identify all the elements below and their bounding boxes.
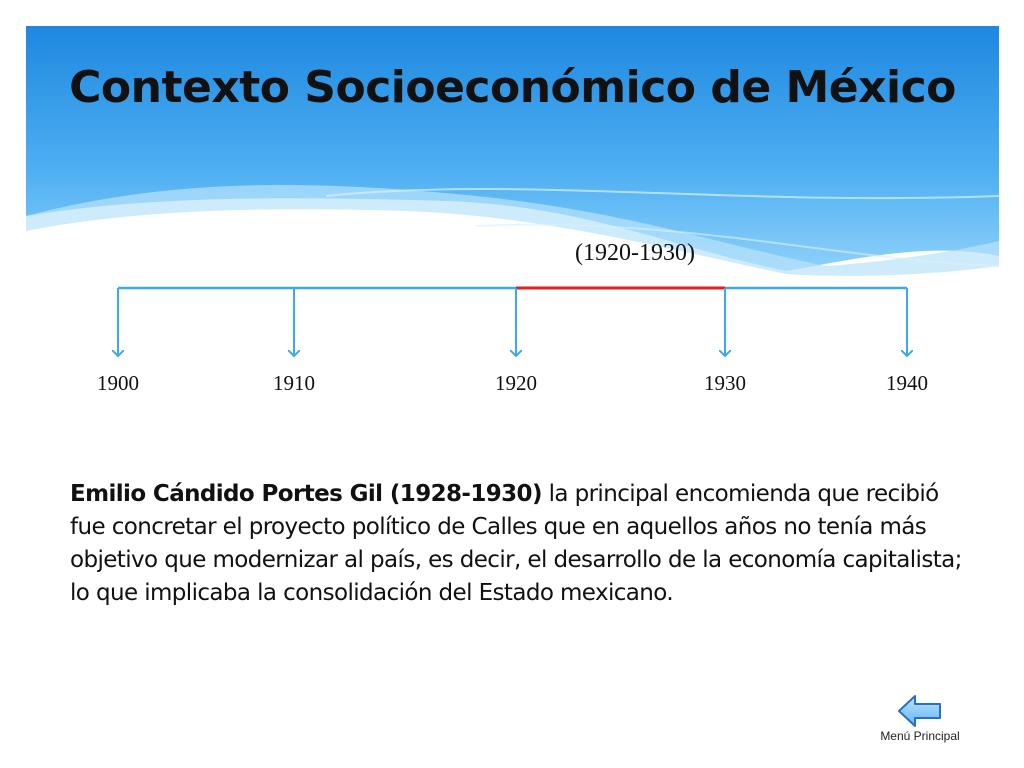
- left-arrow-icon: [898, 695, 941, 727]
- year-label-1940: 1940: [886, 371, 928, 395]
- back-button[interactable]: [897, 694, 943, 728]
- year-label-1920: 1920: [495, 371, 537, 395]
- slide-header: [26, 26, 999, 286]
- president-name: Emilio Cándido Portes Gil (1928-1930): [70, 481, 542, 507]
- slide-title: Contexto Socioeconómico de México: [69, 62, 956, 113]
- body-text: la principal encomienda que recibió fue …: [70, 481, 962, 606]
- body-paragraph: Emilio Cándido Portes Gil (1928-1930) la…: [70, 478, 970, 610]
- year-label-1930: 1930: [704, 371, 746, 395]
- year-label-1910: 1910: [273, 371, 315, 395]
- highlighted-range-label: (1920-1930): [575, 240, 695, 266]
- menu-principal-label: Menú Principal: [880, 729, 960, 743]
- year-label-1900: 1900: [97, 371, 139, 395]
